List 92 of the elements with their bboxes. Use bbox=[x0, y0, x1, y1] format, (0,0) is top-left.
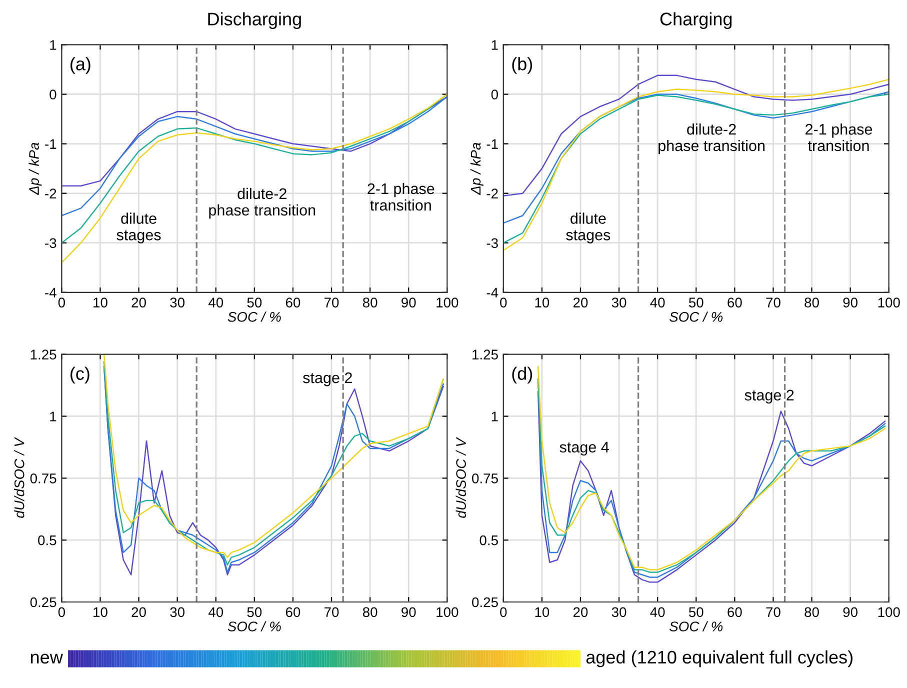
x-tick-label: 40 bbox=[650, 298, 665, 308]
y-tick-label: 0.75 bbox=[472, 473, 498, 484]
annotation: (d) bbox=[512, 366, 532, 384]
annotation: dilute-2 phase transition bbox=[658, 123, 764, 154]
x-tick-label: 40 bbox=[650, 607, 665, 618]
x-tick-label: 60 bbox=[728, 298, 742, 308]
annotation: stage 4 bbox=[560, 442, 609, 456]
x-tick-label: 70 bbox=[766, 298, 780, 308]
y-tick-label: 1 bbox=[492, 40, 498, 50]
y-tick-label: 0 bbox=[491, 90, 498, 100]
y-tick-label: -1 bbox=[45, 139, 56, 149]
y-tick-label: -1 bbox=[486, 139, 498, 149]
x-tick-label: 30 bbox=[170, 298, 184, 308]
x-tick-label: 100 bbox=[436, 298, 458, 308]
x-tick-label: 60 bbox=[286, 298, 300, 308]
x-tick-label: 90 bbox=[402, 607, 416, 618]
annotation: dilute-2 phase transition bbox=[209, 188, 316, 219]
y-tick-label: -3 bbox=[45, 238, 56, 248]
x-tick-label: 10 bbox=[94, 298, 108, 308]
x-tick-label: 80 bbox=[362, 607, 378, 618]
x-tick-label: 90 bbox=[843, 607, 858, 618]
y-tick-label: 1.25 bbox=[30, 350, 56, 360]
x-tick-label: 60 bbox=[286, 607, 300, 618]
x-axis-title: SOC / % bbox=[228, 312, 281, 322]
x-tick-label: 20 bbox=[573, 607, 588, 618]
x-tick-label: 50 bbox=[247, 607, 262, 618]
x-tick-label: 20 bbox=[573, 298, 588, 308]
chart-title: Discharging bbox=[208, 12, 301, 30]
y-axis-title: dU/dSOC / V bbox=[456, 436, 466, 518]
x-tick-label: 80 bbox=[804, 298, 819, 308]
y-tick-label: -3 bbox=[486, 238, 498, 248]
y-axis-title: Δp / kPa bbox=[28, 142, 42, 196]
annotation: stage 2 bbox=[303, 372, 352, 386]
x-tick-label: 0 bbox=[500, 298, 507, 308]
x-tick-label: 100 bbox=[878, 298, 900, 308]
annotation: 2-1 phase transition bbox=[368, 182, 434, 211]
x-tick-label: 80 bbox=[804, 607, 819, 618]
chart-title: Charging bbox=[660, 12, 732, 30]
y-tick-label: 1 bbox=[50, 40, 56, 50]
x-tick-label: 90 bbox=[843, 298, 858, 308]
x-tick-label: 70 bbox=[324, 298, 339, 308]
y-tick-label: 0.25 bbox=[472, 597, 498, 608]
x-tick-label: 0 bbox=[500, 607, 507, 618]
x-tick-label: 30 bbox=[612, 607, 626, 618]
x-tick-label: 20 bbox=[132, 298, 146, 308]
y-tick-label: 1 bbox=[50, 412, 56, 422]
x-tick-label: 10 bbox=[94, 607, 108, 618]
x-tick-label: 70 bbox=[766, 607, 780, 618]
y-axis-title: Δp / kPa bbox=[470, 142, 484, 196]
annotation: stage 2 bbox=[744, 390, 794, 404]
x-tick-label: 60 bbox=[728, 607, 742, 618]
annotation: dilute stages bbox=[566, 212, 610, 244]
y-axis-title: dU/dSOC / V bbox=[14, 436, 24, 518]
x-tick-label: 100 bbox=[436, 607, 458, 618]
annotation: (b) bbox=[512, 57, 532, 74]
text: aged (1210 equivalent full cycles) bbox=[586, 650, 852, 668]
x-axis-title: SOC / % bbox=[670, 621, 723, 632]
y-tick-label: 1 bbox=[492, 412, 498, 422]
y-tick-label: -2 bbox=[486, 188, 498, 198]
annotation: (a) bbox=[70, 57, 90, 74]
line-series bbox=[503, 74, 889, 196]
x-tick-label: 80 bbox=[362, 298, 378, 308]
y-tick-label: -2 bbox=[45, 188, 56, 198]
x-tick-label: 30 bbox=[612, 298, 626, 308]
x-tick-label: 100 bbox=[878, 607, 900, 618]
y-tick-label: 0.5 bbox=[38, 535, 56, 546]
annotation: dilute stages bbox=[116, 212, 161, 244]
x-tick-label: 90 bbox=[402, 298, 416, 308]
x-tick-label: 40 bbox=[208, 298, 224, 308]
x-axis-title: SOC / % bbox=[228, 621, 281, 632]
y-tick-label: -4 bbox=[45, 288, 56, 298]
x-tick-label: 0 bbox=[58, 607, 65, 618]
x-tick-label: 40 bbox=[208, 607, 224, 618]
y-tick-label: 0 bbox=[50, 90, 56, 100]
x-axis-title: SOC / % bbox=[670, 312, 723, 322]
y-tick-label: 0.75 bbox=[30, 473, 56, 484]
x-tick-label: 50 bbox=[247, 298, 262, 308]
y-tick-label: 0.5 bbox=[480, 535, 498, 546]
x-tick-label: 70 bbox=[324, 607, 339, 618]
x-tick-label: 50 bbox=[688, 607, 704, 618]
annotation: 2-1 phase transition bbox=[806, 123, 872, 152]
x-tick-label: 20 bbox=[132, 607, 146, 618]
annotation: (c) bbox=[70, 366, 90, 384]
x-tick-label: 50 bbox=[688, 298, 704, 308]
x-tick-label: 10 bbox=[535, 607, 550, 618]
text: new bbox=[30, 654, 63, 664]
y-tick-label: 1.25 bbox=[472, 350, 498, 360]
x-tick-label: 10 bbox=[535, 298, 550, 308]
y-tick-label: -4 bbox=[486, 288, 498, 298]
y-tick-label: 0.25 bbox=[30, 597, 56, 608]
x-tick-label: 30 bbox=[170, 607, 184, 618]
x-tick-label: 0 bbox=[58, 298, 65, 308]
